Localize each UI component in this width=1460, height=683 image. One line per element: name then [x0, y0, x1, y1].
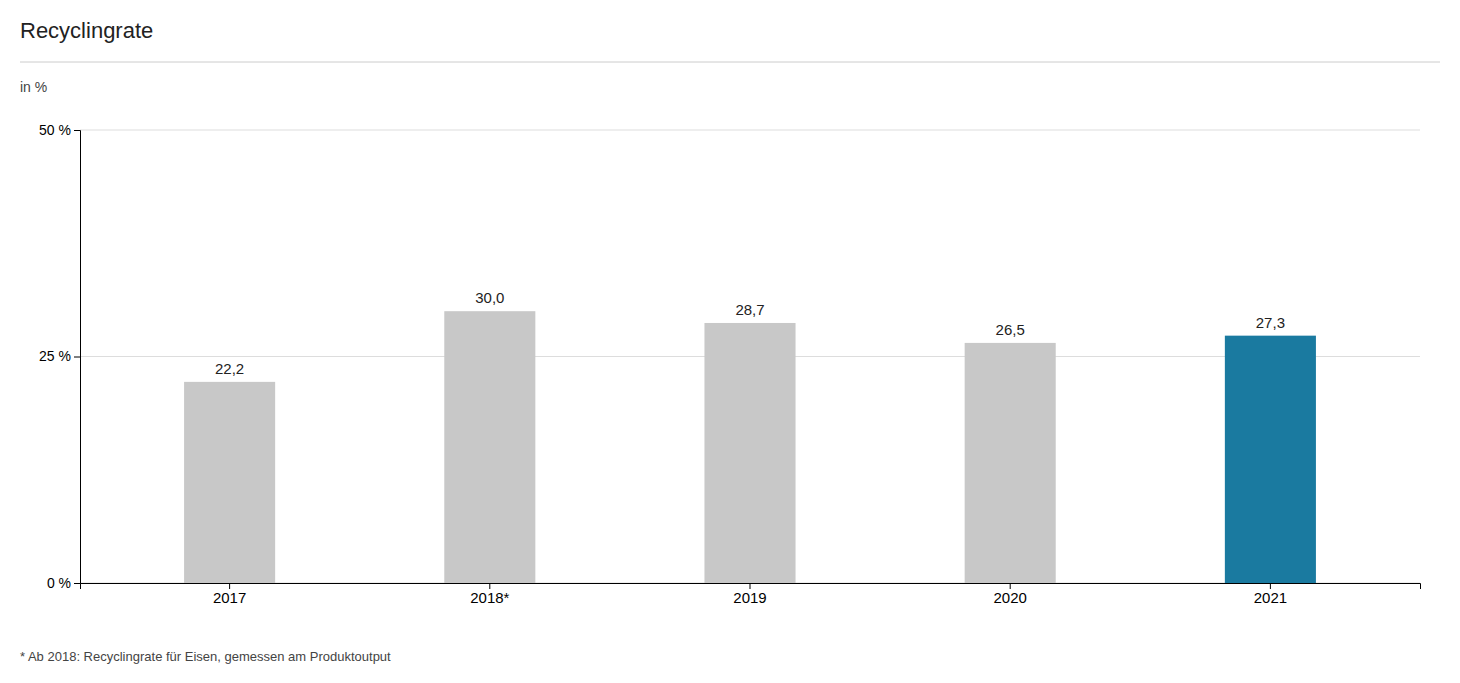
y-tick-label: 50 %: [39, 122, 71, 138]
y-tick-label: 25 %: [39, 348, 71, 364]
data-label: 22,2: [215, 360, 244, 377]
x-tick: 2019: [733, 583, 766, 606]
y-tick-mark: [74, 357, 80, 358]
data-label: 27,3: [1256, 314, 1285, 331]
x-tick: 2017: [213, 583, 246, 606]
x-tick-label: 2018*: [470, 589, 509, 606]
x-tick: 2021: [1254, 583, 1287, 606]
y-tick-mark: [74, 583, 80, 584]
bar: [704, 323, 795, 583]
x-tick: 2020: [994, 583, 1027, 606]
y-tick: 0 %: [47, 575, 80, 591]
plot: 0 % 25 % 50 % 2017 2018* 2019 2020 2021 22,2 30,0…: [39, 122, 1420, 606]
footnote: * Ab 2018: Recyclingrate für Eisen, geme…: [20, 649, 391, 664]
data-label: 26,5: [996, 321, 1025, 338]
x-tick-label: 2019: [733, 589, 766, 606]
y-tick: 50 %: [39, 122, 80, 138]
data-label: 30,0: [475, 289, 504, 306]
data-label: 28,7: [735, 301, 764, 318]
x-tick-label: 2017: [213, 589, 246, 606]
bars: [184, 311, 1316, 583]
bar: [184, 382, 275, 583]
bar: [444, 311, 535, 583]
bar: [965, 343, 1056, 583]
x-tick: 2018*: [470, 583, 509, 606]
grid-line: [80, 130, 1420, 131]
separator: [20, 62, 1440, 63]
y-axis-label: in %: [20, 79, 47, 95]
title: Recyclingrate: [20, 18, 153, 43]
y-axis: 0 % 25 % 50 %: [39, 122, 80, 591]
grid: [80, 130, 1420, 583]
x-tick-label: 2020: [994, 589, 1027, 606]
y-tick-label: 0 %: [47, 575, 71, 591]
y-tick-mark: [74, 130, 80, 131]
x-axis: 2017 2018* 2019 2020 2021: [81, 583, 1421, 606]
data-labels: 22,2 30,0 28,7 26,5 27,3: [215, 289, 1285, 377]
bar: [1225, 336, 1316, 583]
y-axis-line: [74, 131, 81, 584]
x-tick-label: 2021: [1254, 589, 1287, 606]
y-tick: 25 %: [39, 348, 80, 364]
chart: Recyclingratein %0 %25 %50 %20172018*201…: [0, 0, 1460, 683]
